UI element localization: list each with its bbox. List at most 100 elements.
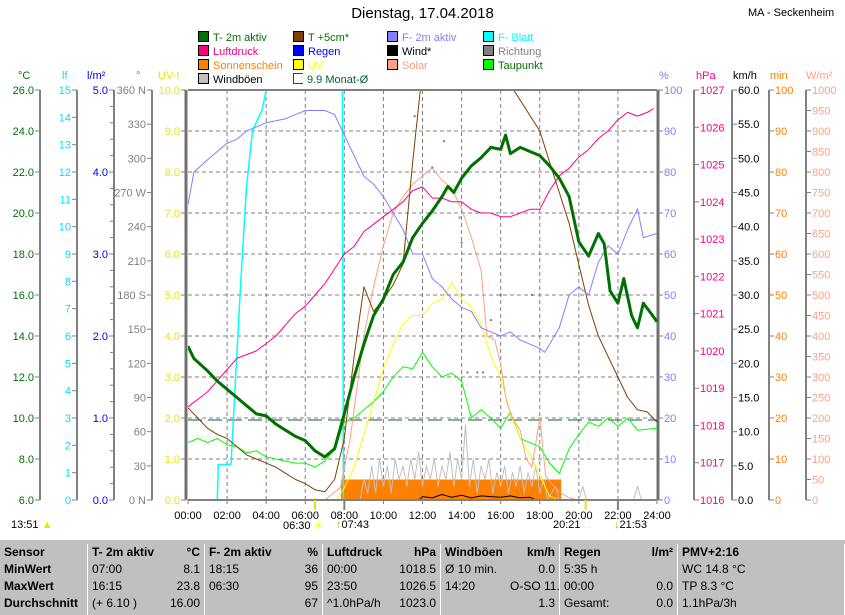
axis-tick-label: 2.0 (93, 331, 108, 343)
axis-tick-label: 40 (775, 331, 787, 343)
axis-tick-label: 5.0 (738, 461, 753, 473)
axis-tick-label: 1 (65, 468, 71, 480)
legend-label: UV (308, 60, 324, 72)
axis-tick-label: 30 (134, 461, 146, 473)
moonset-label: 13:51 (11, 519, 39, 531)
direction-point (476, 371, 479, 374)
table-cell: (+ 6.10 ) (92, 596, 138, 610)
table-cell: 1018.5 (393, 561, 441, 578)
axis-tick-label: 10 (775, 454, 787, 466)
series-t-5cm- (188, 90, 658, 493)
legend-swatch (387, 59, 398, 70)
table-cell: 0.0 (506, 612, 560, 615)
axis-unit-hpa: hPa (696, 70, 716, 82)
table-header-cell: Windböen (445, 545, 503, 559)
legend-label: Richtung (498, 46, 542, 58)
axis-tick-label: 22.0 (13, 167, 34, 179)
axis-tick-label: 100 (812, 454, 830, 466)
axis-tick-label: 750 (812, 188, 830, 200)
axis-tick-label: 40.0 (738, 222, 759, 234)
axis-tick-label: 0.0 (93, 495, 108, 507)
legend-label: Solar (402, 60, 428, 72)
axis-tick-label: 1.0 (165, 454, 180, 466)
axis-tick-label: 8.0 (165, 167, 180, 179)
axis-tick-label: 850 (812, 147, 830, 159)
axis-tick-label: 2.0 (165, 413, 180, 425)
series-uv (336, 282, 560, 500)
axis-tick-label: 1021 (700, 309, 724, 321)
axis-tick-label: 150 (128, 324, 146, 336)
table-cell: 00:00 (564, 579, 595, 593)
table-header-cell: km/h (506, 544, 560, 561)
x-tick-label: 18:00 (526, 510, 554, 522)
table-cell: 1026.5 (393, 578, 441, 595)
series-wind- (418, 494, 537, 500)
axis-tick-label: 13 (59, 140, 71, 152)
table-cell (441, 595, 506, 612)
table-header-cell: F- 2m aktiv (209, 545, 272, 559)
axis-tick-label: 7 (65, 304, 71, 316)
axis-tick-label: 60 (664, 249, 676, 261)
axis-tick-label: 5 (65, 358, 71, 370)
legend-swatch (387, 45, 398, 56)
axis-tick-label: 1023 (700, 234, 724, 246)
legend-item: Taupunkt (483, 59, 543, 72)
series-luftdruck (188, 108, 654, 408)
axis-tick-label: 0 N (129, 495, 146, 507)
table-cell: 00:00 (327, 562, 358, 576)
table-cell: 07:00 (92, 562, 123, 576)
axis-tick-label: 20 (775, 413, 787, 425)
axis-tick-label: 1025 (700, 160, 724, 172)
sunrise-time: 06:30 ☀ (283, 519, 323, 532)
moon-icon: ▲ (41, 519, 53, 531)
axis-tick-label: 6.0 (165, 249, 180, 261)
axis-tick-label: 4 (65, 386, 71, 398)
legend-item: T- 2m aktiv (198, 31, 267, 44)
axis-tick-label: 3.0 (93, 249, 108, 261)
axis-tick-label: 80 (664, 167, 676, 179)
table-cell: 1026.5 (393, 612, 441, 615)
table-cell: 16.00 (160, 595, 205, 612)
axis-tick-label: 100 (664, 85, 682, 97)
table-cell: Gesamt: (564, 596, 610, 610)
axis-tick-label: 300 (812, 372, 830, 384)
axis-tick-label: 12.0 (13, 372, 34, 384)
axis-tick-label: 40 (664, 331, 676, 343)
axis-tick-label: 60 (775, 249, 787, 261)
sun-icon: ☀ (313, 520, 324, 532)
table-cell: WC 14.8 °C (682, 562, 746, 576)
axis-tick-label: 8 (65, 276, 71, 288)
axis-tick-label: 1016 (700, 495, 724, 507)
legend-label: Wind* (402, 46, 432, 58)
table-cell: 1.1hPa/3h (682, 596, 737, 610)
axis-tick-label: 650 (812, 229, 830, 241)
table-cell: 1.3 (506, 595, 560, 612)
axis-unit-wm2: W/m² (806, 70, 833, 82)
direction-point (442, 140, 445, 143)
stats-table: Sensor T- 2m aktiv °C F- 2m aktiv% Luftdruck… (0, 540, 845, 615)
legend-item: Sonnenschein (198, 59, 283, 72)
station-name: MA - Seckenheim (748, 7, 835, 19)
axis-tick-label: 0.0 (165, 495, 180, 507)
axis-tick-label: 10.0 (159, 85, 180, 97)
moonrise-label: 07:43 (341, 519, 370, 531)
direction-point (431, 166, 434, 169)
axis-tick-label: 70 (775, 208, 787, 220)
table-header-cell: PMV+2:16 (682, 545, 740, 559)
axis-tick-label: 50 (775, 290, 787, 302)
axis-tick-label: 400 (812, 331, 830, 343)
legend-item: Wind* (387, 45, 431, 58)
axis-tick-label: 300 (128, 153, 146, 165)
axis-tick-label: 16.0 (13, 290, 34, 302)
axis-tick-label: 10 (664, 454, 676, 466)
legend-item: F- 2m aktiv (387, 31, 456, 44)
axis-tick-label: 3.0 (165, 372, 180, 384)
axis-tick-label: 500 (812, 290, 830, 302)
axis-tick-label: 30 (775, 372, 787, 384)
table-header-cell: Luftdruck (327, 545, 383, 559)
legend-item: F- Blatt (483, 31, 533, 44)
axis-tick-label: 250 (812, 393, 830, 405)
axis-unit-min: min (770, 70, 788, 82)
dusk-time: ↓21:53 (614, 519, 647, 531)
legend-label: 9.9 Monat-Ø (307, 74, 369, 86)
